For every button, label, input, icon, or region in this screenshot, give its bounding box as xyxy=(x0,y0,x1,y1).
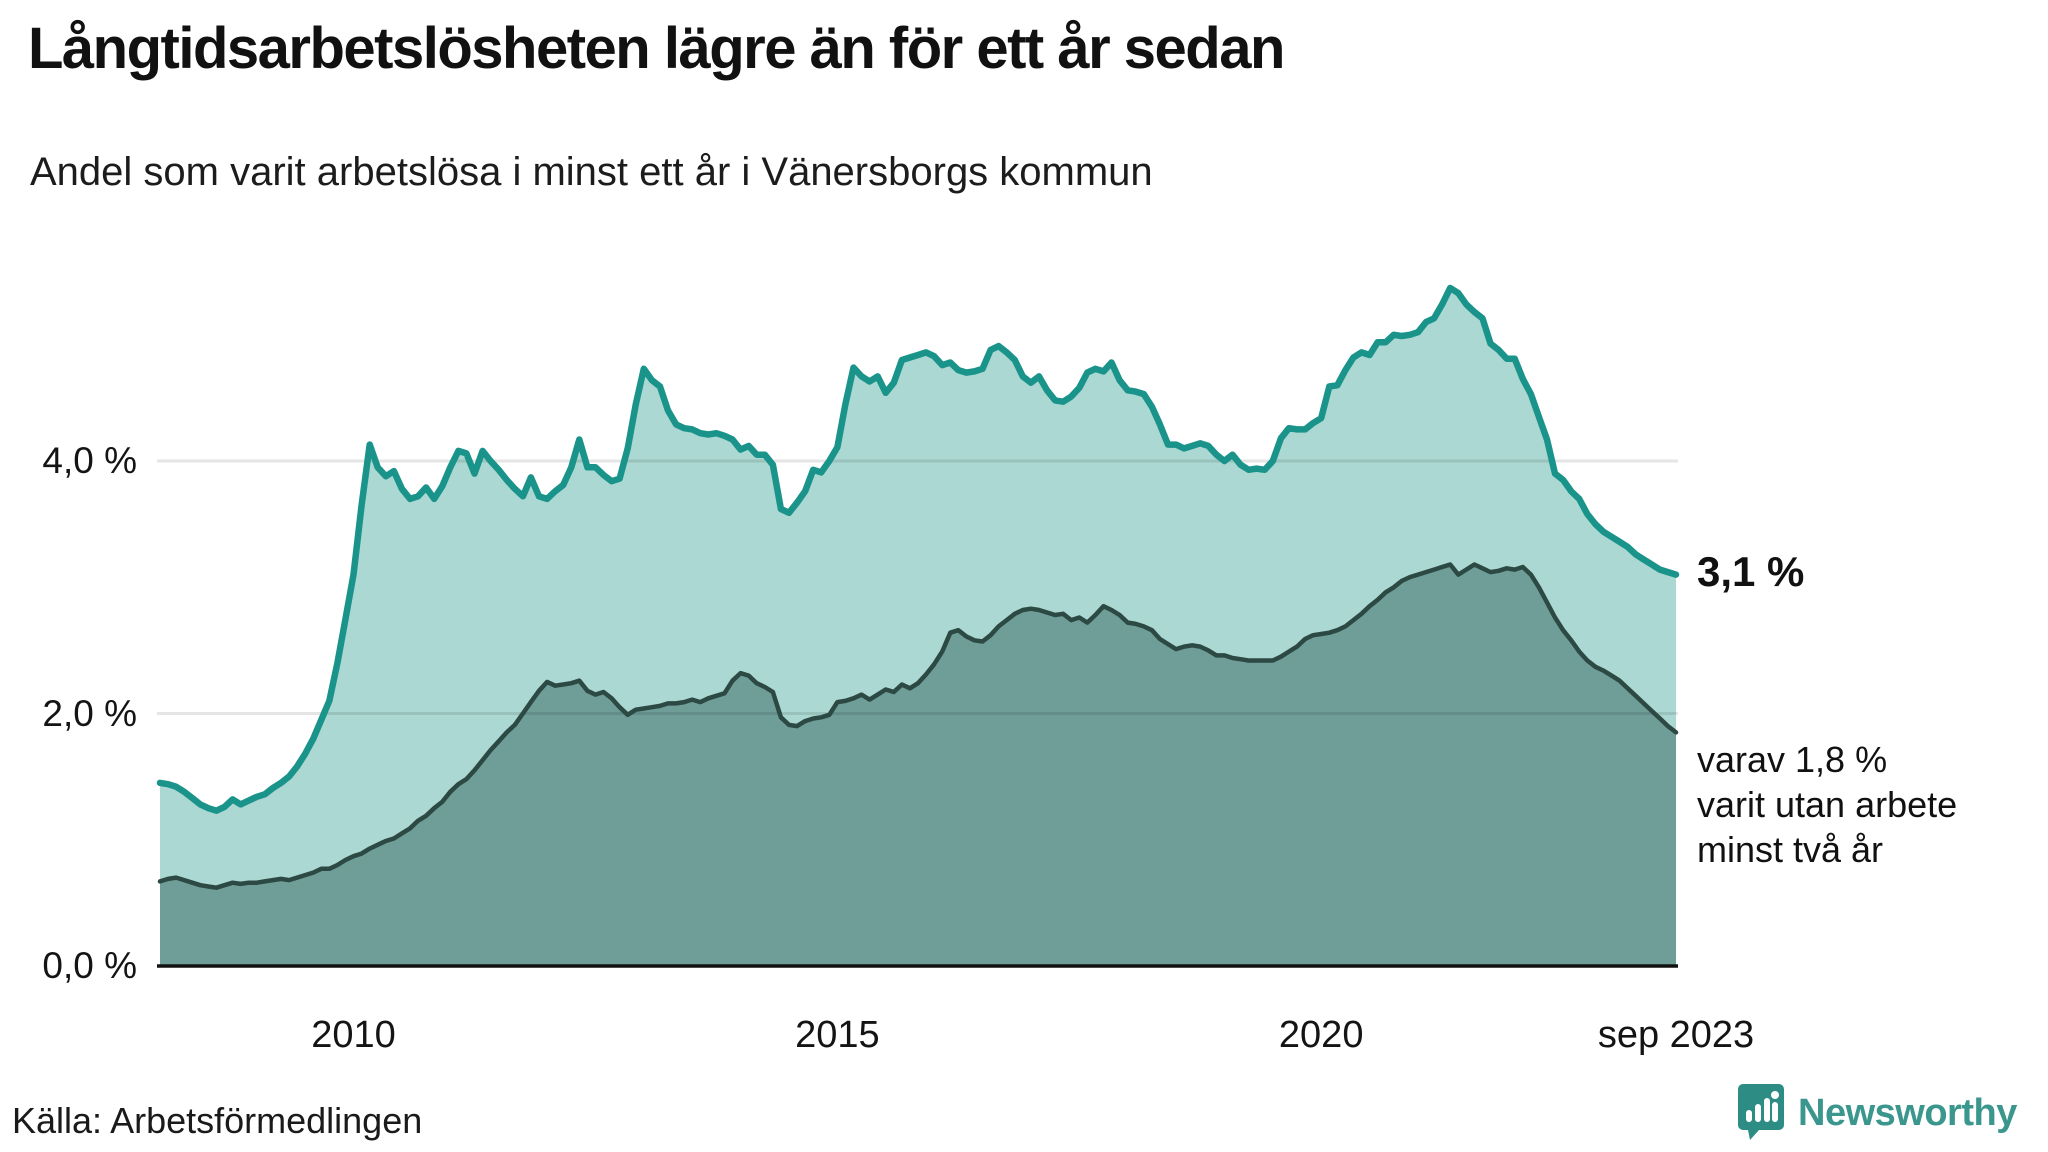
y-axis-tick-4: 4,0 % xyxy=(42,440,137,481)
x-axis-tick-2020: 2020 xyxy=(1278,1014,1364,1056)
annotation-line-3: minst två år xyxy=(1697,828,1884,870)
newsworthy-logo: Newsworthy xyxy=(1738,1084,2017,1142)
y-axis-tick-2: 2,0 % xyxy=(42,692,137,734)
page-title: Långtidsarbetslösheten lägre än för ett … xyxy=(28,16,1285,81)
annotation-line-2: varit utan arbete xyxy=(1697,784,1958,826)
latest-value-label: 3,1 % xyxy=(1697,547,1805,595)
x-axis-tick-2015: 2015 xyxy=(795,1014,880,1056)
y-axis-tick-0: 0,0 % xyxy=(42,945,137,986)
page-subtitle: Andel som varit arbetslösa i minst ett å… xyxy=(30,150,1153,194)
source-attribution: Källa: Arbetsförmedlingen xyxy=(12,1100,423,1141)
latest-subvalue-label: varav 1,8 % varit utan arbete minst två … xyxy=(1697,738,1957,872)
speech-bubble-bar-chart-icon xyxy=(1738,1084,1784,1140)
annotation-line-1: varav 1,8 % xyxy=(1697,739,1888,781)
x-axis-tick-2010: 2010 xyxy=(311,1014,396,1056)
line-one-year xyxy=(156,284,1680,814)
area-fill-two-years xyxy=(160,564,1676,966)
x-axis-tick-sep2023: sep 2023 xyxy=(1597,1014,1755,1056)
line-two-years xyxy=(157,562,1679,890)
brand-name: Newsworthy xyxy=(1798,1091,2017,1134)
